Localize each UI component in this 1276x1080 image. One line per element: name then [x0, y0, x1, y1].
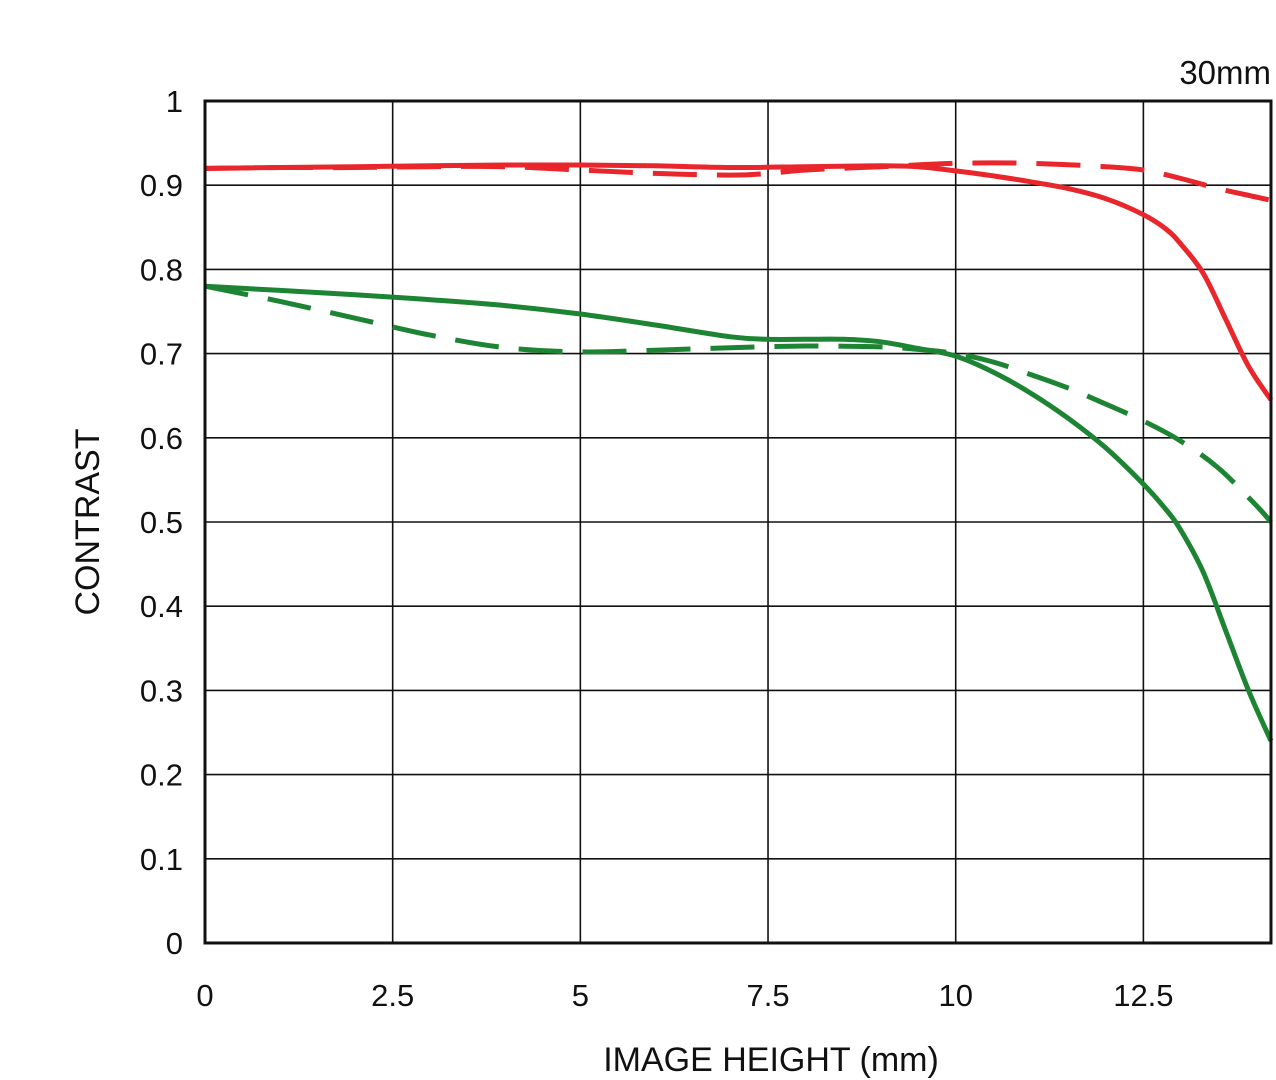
- y-tick-label: 0.1: [140, 842, 183, 877]
- y-tick-label: 0.4: [140, 589, 183, 624]
- series-line-solid-2: [204, 283, 1274, 742]
- y-tick-label: 1: [166, 84, 183, 119]
- y-tick-label: 0.6: [140, 421, 183, 456]
- x-tick-labels: 0 2.5 5 7.5 10 12.5: [196, 978, 1173, 1013]
- x-tick-label: 0: [196, 978, 213, 1013]
- x-tick-label: 10: [938, 978, 972, 1013]
- y-axis-label: CONTRAST: [69, 429, 107, 616]
- plot-frame: [203, 99, 1273, 945]
- series-line-dashed-1: [204, 160, 1272, 203]
- x-tick-label: 7.5: [746, 978, 789, 1013]
- y-tick-label: 0.5: [140, 505, 183, 540]
- y-tick-label: 0.3: [140, 673, 183, 708]
- y-tick-label: 0.8: [140, 252, 183, 287]
- series-lines: [204, 160, 1274, 742]
- y-tick-labels: 0 0.1 0.2 0.3 0.4 0.5 0.6 0.7 0.8 0.9 1: [140, 84, 183, 961]
- x-tick-label: 12.5: [1113, 978, 1173, 1013]
- grid-lines: [204, 100, 1271, 944]
- y-tick-label: 0.2: [140, 758, 183, 793]
- x-tick-label: 2.5: [371, 978, 414, 1013]
- y-tick-label: 0.9: [140, 168, 183, 203]
- y-tick-label: 0.7: [140, 337, 183, 372]
- y-tick-label: 0: [166, 926, 183, 961]
- x-axis-label: IMAGE HEIGHT (mm): [603, 1041, 939, 1079]
- x-tick-label: 5: [572, 978, 589, 1013]
- series-line-solid-0: [204, 162, 1274, 402]
- series-line-dashed-3: [204, 283, 1273, 524]
- focal-length-label: 30mm: [1179, 54, 1271, 91]
